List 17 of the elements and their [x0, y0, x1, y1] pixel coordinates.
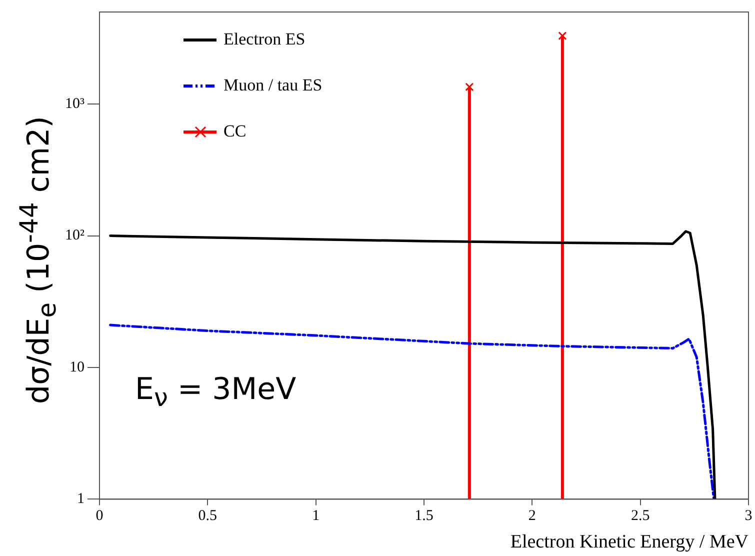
x-tick-label: 2.5	[630, 508, 650, 524]
x-tick-label: 0	[96, 508, 104, 524]
x-tick-label: 2	[528, 508, 536, 524]
x-tick-label: 1.5	[414, 508, 434, 524]
y-tick-label: 10³	[64, 96, 85, 112]
x-tick-label: 0.5	[198, 508, 218, 524]
x-axis-title: Electron Kinetic Energy / MeV	[510, 532, 749, 553]
legend-label: CC	[223, 121, 246, 140]
y-tick-label: 10²	[64, 228, 85, 244]
x-tick-label: 1	[312, 508, 320, 524]
x-tick-label: 3	[744, 508, 752, 524]
annotation: E$_{ν}$ = 3MeV	[135, 372, 296, 412]
legend-label: Electron ES	[223, 29, 306, 48]
legend-label: Muon / tau ES	[223, 75, 322, 94]
line-series	[109, 324, 716, 500]
y-tick-label: 10	[69, 359, 84, 376]
y-tick-label: 1	[76, 491, 84, 508]
